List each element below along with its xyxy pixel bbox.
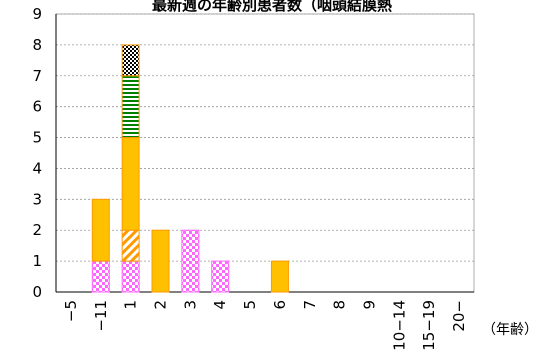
x-tick-label: 5 <box>241 300 259 310</box>
x-tick-label: 8 <box>331 300 349 310</box>
tick-labels: 0 1 2 3 4 5 6 7 8 9 −5 −11 1 2 3 4 5 6 7 8 9 10−14 15−19 20− <box>32 5 468 351</box>
bar-segment-1-s0 <box>121 260 140 293</box>
x-tick-label: 20− <box>450 300 468 332</box>
x-axis-unit-label: （年齢） <box>482 322 538 338</box>
x-tick-label: 4 <box>211 300 229 310</box>
y-tick-label: 5 <box>32 129 42 147</box>
y-tick-label: 1 <box>32 252 42 270</box>
x-tick-label: 6 <box>271 300 289 310</box>
y-tick-label: 8 <box>32 36 42 54</box>
y-tick-label: 6 <box>32 98 42 116</box>
x-tick-label: −11 <box>92 300 110 332</box>
y-tick-label: 4 <box>32 159 42 177</box>
x-tick-label: 1 <box>122 300 140 310</box>
bar-segment-1-s3 <box>121 75 140 139</box>
bar-segment--11-s2 <box>91 198 110 262</box>
y-tick-label: 2 <box>32 221 42 239</box>
bar-segment-1-s2 <box>121 137 140 231</box>
axes <box>55 13 475 293</box>
bars <box>91 44 289 293</box>
bar-segment-6-s2 <box>270 260 289 293</box>
bar-segment--11-s0 <box>91 260 110 293</box>
x-tick-label: 3 <box>181 300 199 310</box>
x-tick-label: 2 <box>152 300 170 310</box>
y-tick-label: 0 <box>32 283 42 301</box>
bar-segment-2-s2 <box>151 229 170 293</box>
x-tick-label: 15−19 <box>420 300 438 351</box>
x-tick-label: 9 <box>361 300 379 310</box>
y-tick-label: 9 <box>32 5 42 23</box>
y-tick-label: 3 <box>32 190 42 208</box>
plot-area <box>55 13 475 293</box>
gridlines <box>56 13 474 262</box>
x-tick-label: −5 <box>62 300 80 322</box>
bar-segment-3-s0 <box>181 229 200 293</box>
y-tick-label: 7 <box>32 67 42 85</box>
x-tick-label: 7 <box>301 300 319 310</box>
x-tick-label: 10−14 <box>390 300 408 351</box>
bar-segment-4-s0 <box>211 260 230 293</box>
bar-segment-1-s4 <box>121 44 140 77</box>
bar-segment-1-s1 <box>121 229 140 262</box>
chart-title: 最新週の年齢別患者数（咽頭結膜熱 <box>151 0 392 14</box>
